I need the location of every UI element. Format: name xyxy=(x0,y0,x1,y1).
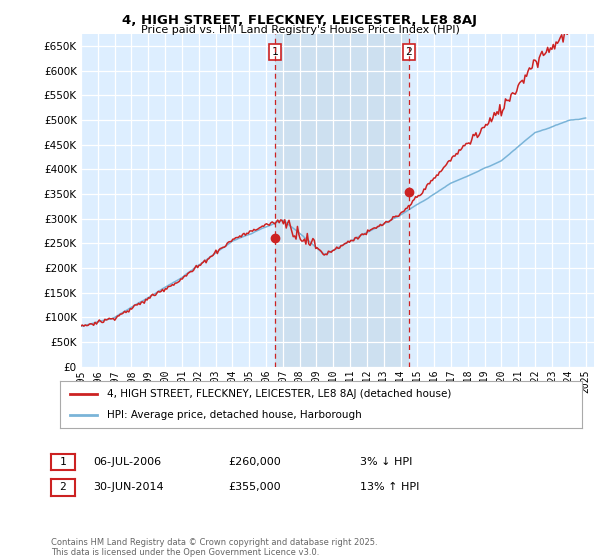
Text: 06-JUL-2006: 06-JUL-2006 xyxy=(93,457,161,467)
Text: 1: 1 xyxy=(59,457,67,467)
Text: 3% ↓ HPI: 3% ↓ HPI xyxy=(360,457,412,467)
Text: 2: 2 xyxy=(406,47,412,57)
Bar xyxy=(275,34,409,367)
Text: Price paid vs. HM Land Registry's House Price Index (HPI): Price paid vs. HM Land Registry's House … xyxy=(140,25,460,35)
Text: 13% ↑ HPI: 13% ↑ HPI xyxy=(360,482,419,492)
Text: £355,000: £355,000 xyxy=(228,482,281,492)
Text: 4, HIGH STREET, FLECKNEY, LEICESTER, LE8 8AJ (detached house): 4, HIGH STREET, FLECKNEY, LEICESTER, LE8… xyxy=(107,389,451,399)
Text: £260,000: £260,000 xyxy=(228,457,281,467)
Text: 2: 2 xyxy=(59,482,67,492)
Text: 1: 1 xyxy=(271,47,278,57)
Text: Contains HM Land Registry data © Crown copyright and database right 2025.
This d: Contains HM Land Registry data © Crown c… xyxy=(51,538,377,557)
Text: HPI: Average price, detached house, Harborough: HPI: Average price, detached house, Harb… xyxy=(107,410,362,420)
Text: 4, HIGH STREET, FLECKNEY, LEICESTER, LE8 8AJ: 4, HIGH STREET, FLECKNEY, LEICESTER, LE8… xyxy=(122,14,478,27)
Text: 30-JUN-2014: 30-JUN-2014 xyxy=(93,482,164,492)
